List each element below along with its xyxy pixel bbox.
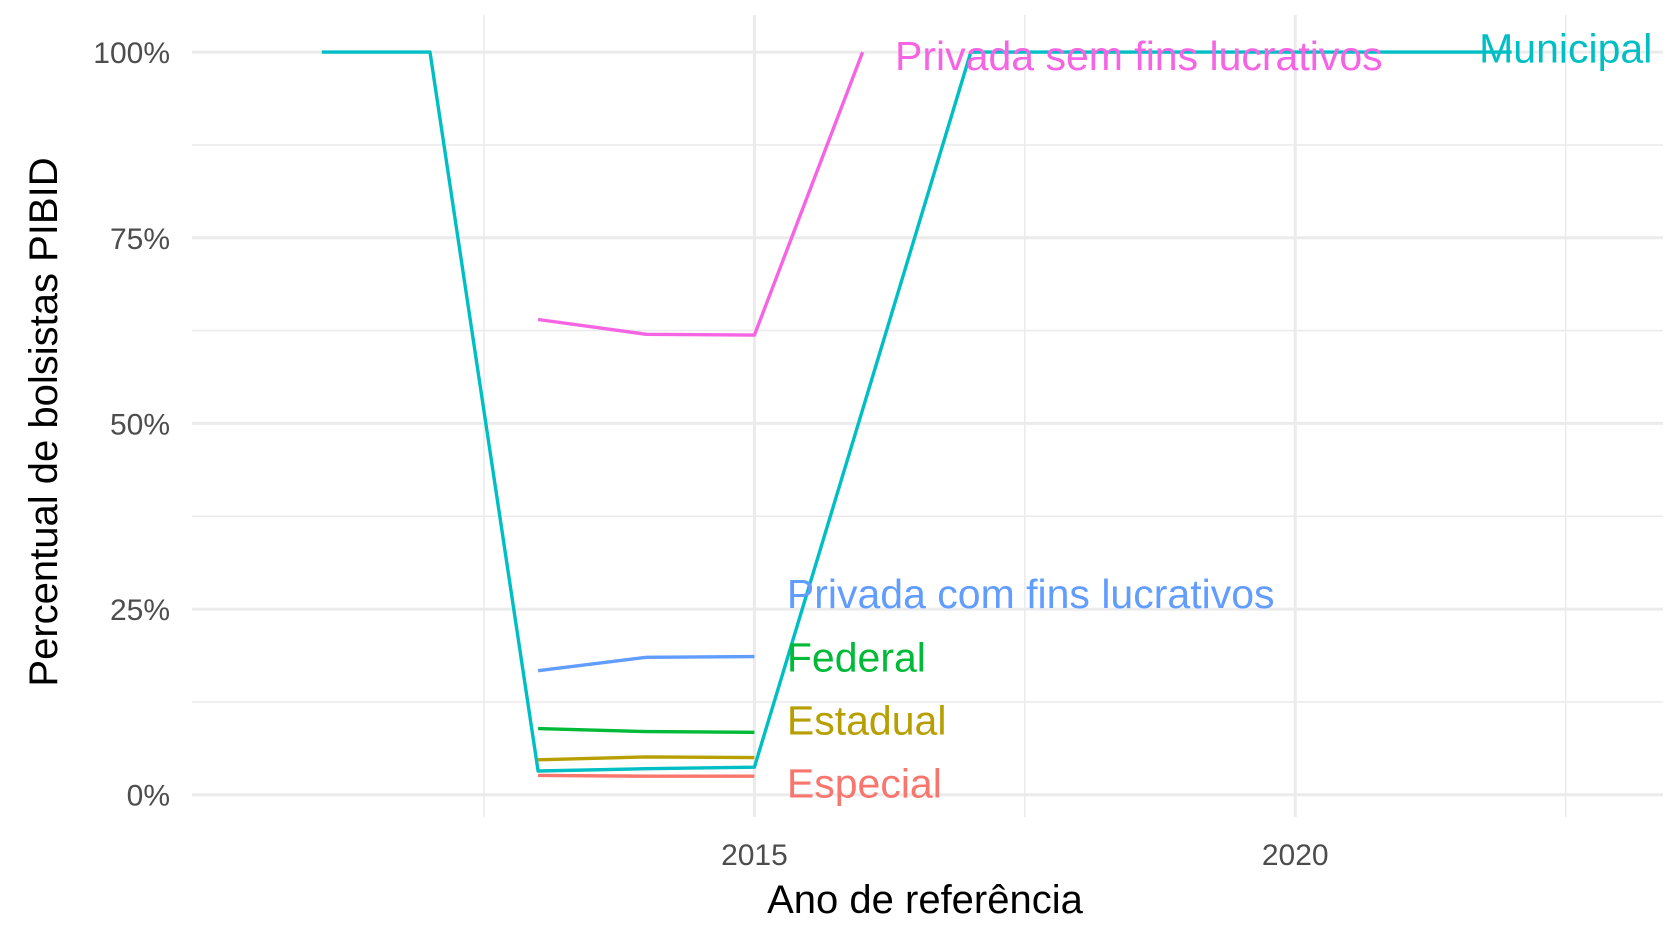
series-label-municipal: Municipal bbox=[1479, 25, 1652, 71]
series-line-municipal bbox=[321, 50, 1512, 773]
y-tick-label: 50% bbox=[110, 408, 170, 441]
series-label-estadual: Estadual bbox=[787, 697, 947, 743]
series-label-federal: Federal bbox=[787, 634, 926, 680]
series-line-privada-com-fins-lucrativos bbox=[537, 654, 755, 673]
x-axis-tick-labels: 2015 2020 bbox=[721, 839, 1329, 872]
y-axis-tick-labels: 0% 25% 50% 75% 100% bbox=[93, 37, 170, 813]
y-tick-label: 0% bbox=[127, 780, 170, 813]
x-tick-label: 2015 bbox=[721, 839, 788, 872]
series-label-privada-com-fins-lucrativos: Privada com fins lucrativos bbox=[787, 571, 1275, 617]
y-tick-label: 100% bbox=[93, 37, 170, 70]
series-lines bbox=[321, 50, 1512, 778]
series-line-federal bbox=[538, 726, 755, 734]
series-label-especial: Especial bbox=[787, 761, 942, 807]
x-axis-title: Ano de referência bbox=[767, 878, 1084, 922]
y-axis-title: Percentual de bolsistas PIBID bbox=[22, 157, 66, 686]
series-line-privada-sem-fins-lucrativos bbox=[537, 51, 865, 337]
y-tick-label: 25% bbox=[110, 594, 170, 627]
y-tick-label: 75% bbox=[110, 223, 170, 256]
series-line-especial bbox=[538, 773, 755, 778]
series-label-privada-sem-fins-lucrativos: Privada sem fins lucrativos bbox=[895, 33, 1383, 79]
major-gridlines bbox=[192, 15, 1663, 817]
x-tick-label: 2020 bbox=[1262, 839, 1329, 872]
series-line-estadual bbox=[538, 755, 755, 762]
series-labels: Especial Estadual Federal Privada com fins … bbox=[787, 25, 1652, 806]
